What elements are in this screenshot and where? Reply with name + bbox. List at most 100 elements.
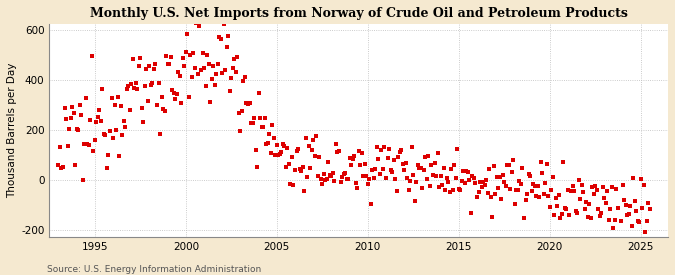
Point [246, 121, 256, 125]
Point [578, 190, 589, 195]
Point [282, 146, 293, 150]
Point [493, 186, 504, 190]
Point [184, 95, 194, 99]
Point [205, 100, 215, 104]
Point [290, 168, 300, 173]
Point [99, 132, 109, 136]
Point [176, 100, 187, 105]
Point [156, 94, 167, 99]
Point [198, 65, 209, 70]
Point [53, 163, 64, 167]
Point [593, 207, 603, 211]
Point [422, 177, 433, 181]
Point [85, 118, 96, 122]
Point [179, 64, 190, 68]
Point [271, 143, 282, 147]
Point [173, 70, 184, 75]
Point [359, 162, 370, 166]
Point [610, 218, 620, 222]
Point [508, 158, 519, 162]
Point [165, 55, 176, 59]
Point [608, 226, 619, 230]
Point [247, 121, 258, 125]
Point [410, 199, 421, 203]
Point [273, 152, 284, 157]
Point [496, 197, 507, 202]
Point [95, 119, 106, 123]
Point [444, 190, 455, 194]
Point [269, 136, 279, 140]
Point [248, 116, 259, 120]
Point [171, 92, 182, 96]
Point [490, 191, 501, 196]
Point [314, 155, 325, 159]
Point [353, 148, 364, 153]
Point [619, 198, 630, 202]
Point [540, 181, 551, 185]
Point [146, 83, 157, 87]
Point [579, 207, 590, 211]
Point [396, 148, 406, 153]
Point [537, 170, 547, 175]
Point [502, 163, 513, 167]
Point [491, 174, 502, 179]
Text: Source: U.S. Energy Information Administration: Source: U.S. Energy Information Administ… [47, 265, 261, 274]
Point [144, 64, 155, 68]
Point [478, 179, 489, 184]
Point [634, 220, 645, 225]
Point [558, 160, 569, 164]
Point [640, 229, 651, 234]
Point [416, 166, 427, 170]
Point [333, 149, 344, 153]
Point [329, 179, 340, 183]
Point [294, 167, 305, 171]
Point [147, 81, 158, 86]
Point [113, 154, 124, 158]
Point [265, 151, 276, 156]
Point [126, 82, 136, 86]
Point [446, 166, 456, 171]
Point [389, 177, 400, 182]
Point [252, 164, 263, 169]
Point [529, 184, 540, 188]
Point [236, 108, 247, 113]
Point [321, 177, 332, 181]
Point [349, 154, 360, 158]
Point [438, 166, 449, 170]
Point [543, 193, 554, 198]
Point [398, 162, 408, 166]
Point [73, 128, 84, 132]
Point [200, 84, 211, 89]
Point [484, 166, 495, 171]
Point [552, 204, 563, 208]
Point [226, 76, 237, 80]
Point [168, 90, 179, 95]
Point [450, 176, 461, 180]
Point [607, 185, 618, 189]
Point [601, 200, 612, 205]
Point [88, 149, 99, 153]
Point [152, 103, 163, 107]
Point [541, 162, 552, 167]
Point [613, 206, 624, 210]
Point [448, 188, 458, 192]
Point [267, 123, 277, 127]
Point [105, 129, 115, 134]
Point [230, 70, 241, 74]
Point [585, 216, 596, 221]
Point [625, 204, 636, 208]
Point [358, 174, 369, 178]
Point [128, 57, 138, 62]
Point [67, 105, 78, 109]
Point [367, 167, 378, 172]
Point [555, 215, 566, 220]
Point [394, 149, 405, 154]
Point [164, 62, 175, 67]
Point [512, 188, 523, 192]
Point [224, 89, 235, 94]
Point [277, 142, 288, 147]
Point [56, 166, 67, 170]
Point [305, 166, 316, 170]
Point [244, 101, 255, 105]
Point [82, 142, 92, 146]
